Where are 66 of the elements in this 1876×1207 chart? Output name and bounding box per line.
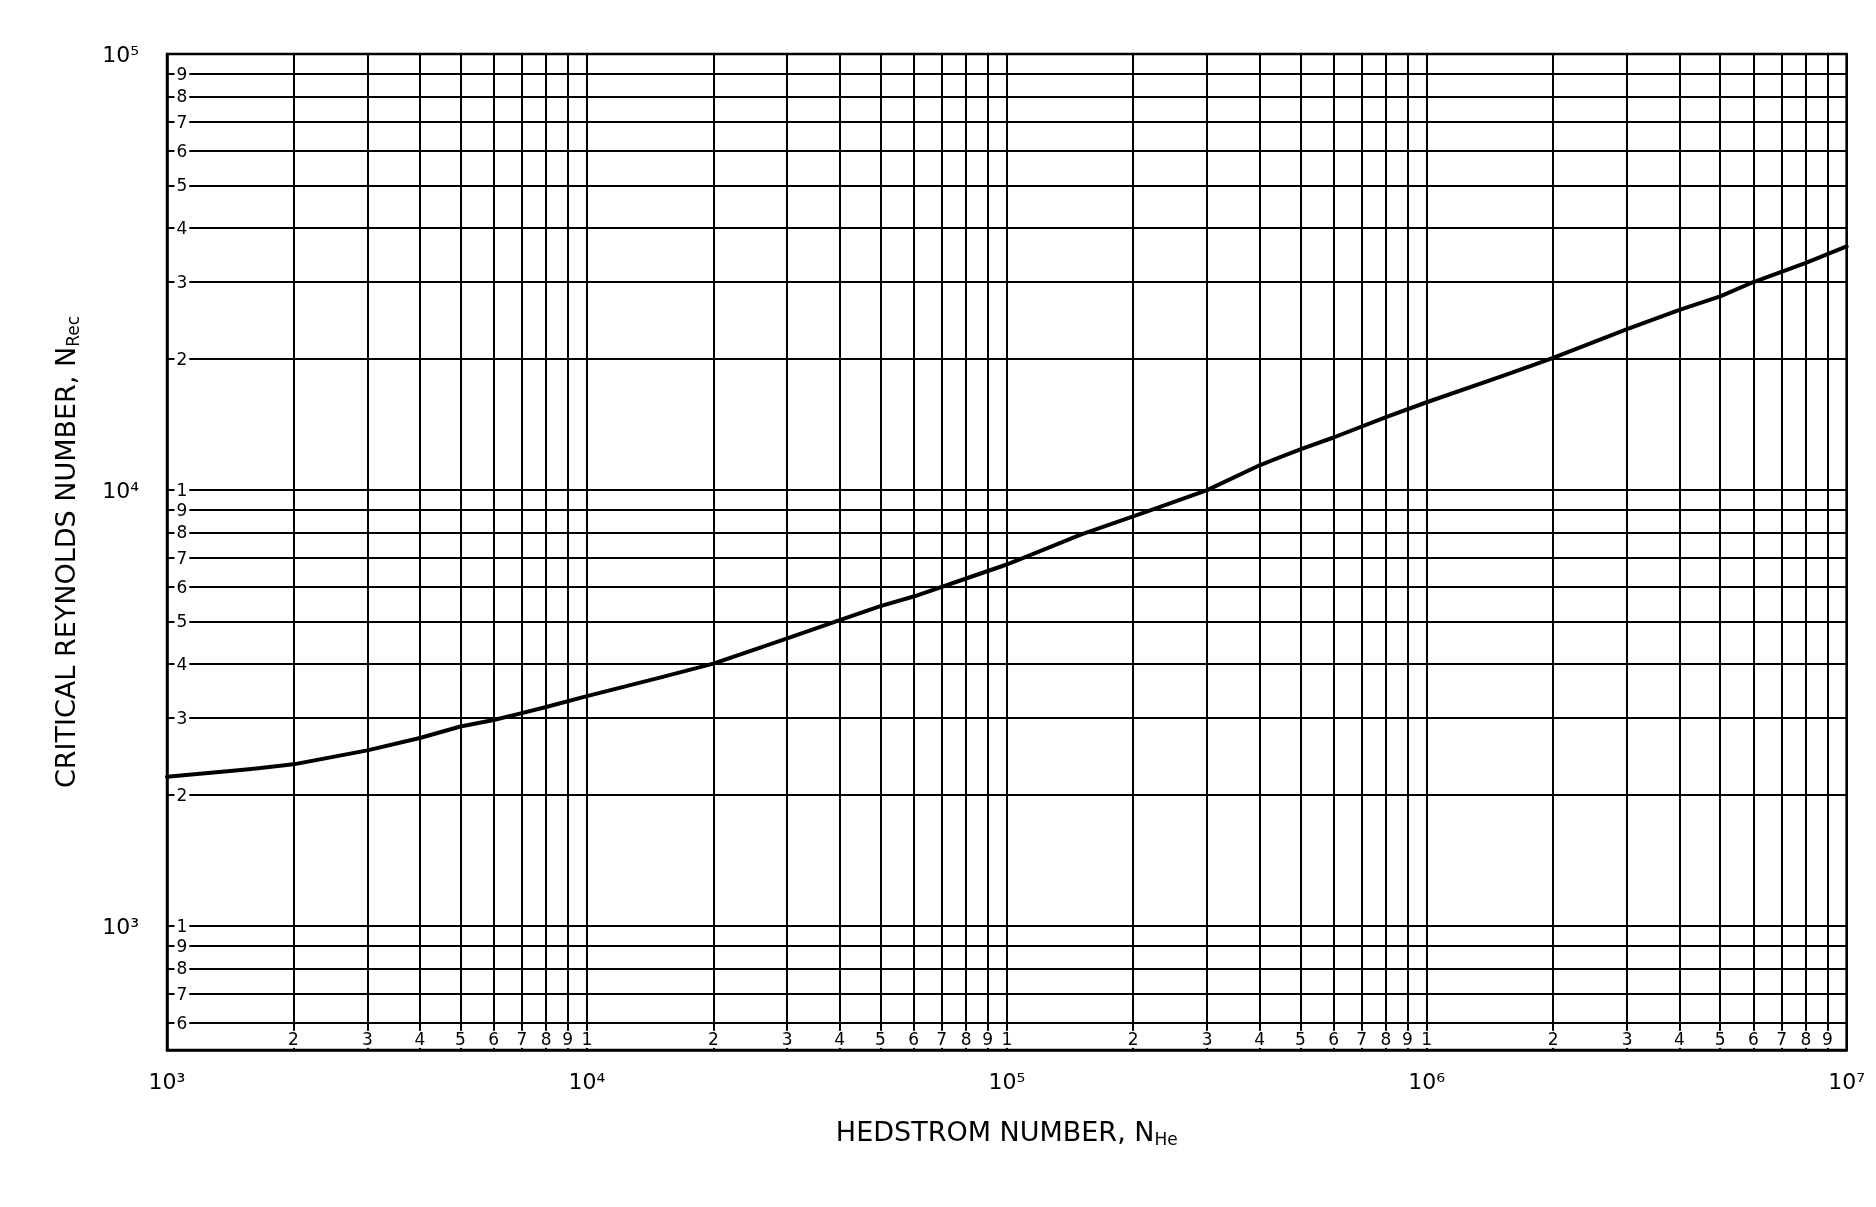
annotation: 8 bbox=[176, 522, 188, 543]
annotation: 8 bbox=[540, 1029, 552, 1050]
annotation: 3 bbox=[176, 272, 188, 293]
y-axis-title: CRITICAL REYNOLDS NUMBER, NRec bbox=[50, 315, 83, 789]
annotation: 9 bbox=[982, 1029, 993, 1050]
annotation: 2 bbox=[176, 348, 188, 369]
annotation: 6 bbox=[176, 576, 188, 597]
x-tick-label: 10⁷ bbox=[1828, 1068, 1866, 1094]
annotation: 1 bbox=[1001, 1029, 1013, 1050]
annotation: 1 bbox=[176, 480, 188, 501]
annotation: 3 bbox=[176, 708, 188, 729]
annotation: 4 bbox=[834, 1029, 846, 1050]
annotation: 4 bbox=[176, 217, 188, 238]
annotation: 6 bbox=[1748, 1029, 1759, 1050]
annotation: 6 bbox=[176, 1012, 188, 1033]
y-tick-label: 10⁵ bbox=[102, 41, 139, 67]
annotation: 8 bbox=[1380, 1029, 1392, 1050]
annotation: 3 bbox=[781, 1029, 793, 1050]
x-tick-label: 10⁶ bbox=[1408, 1068, 1446, 1094]
annotation: 9 bbox=[176, 500, 188, 521]
annotation: 6 bbox=[1328, 1029, 1339, 1050]
x-tick-label: 10³ bbox=[148, 1068, 186, 1094]
annotation: 5 bbox=[176, 611, 188, 632]
annotation: 2 bbox=[176, 784, 188, 805]
annotation: 5 bbox=[1294, 1029, 1306, 1050]
annotation: 2 bbox=[1127, 1029, 1139, 1050]
annotation: 5 bbox=[1714, 1029, 1726, 1050]
y-tick-label: 10³ bbox=[102, 913, 139, 939]
annotation: 7 bbox=[176, 983, 188, 1004]
annotation: 7 bbox=[516, 1029, 528, 1050]
annotation: 3 bbox=[1621, 1029, 1633, 1050]
annotation: 8 bbox=[1800, 1029, 1812, 1050]
annotation: 9 bbox=[176, 63, 188, 84]
annotation: 4 bbox=[1674, 1029, 1685, 1050]
annotation: 8 bbox=[176, 958, 188, 979]
annotation: 2 bbox=[1547, 1029, 1559, 1050]
annotation: 9 bbox=[1402, 1029, 1413, 1050]
annotation: 7 bbox=[1776, 1029, 1787, 1050]
y-tick-label: 10⁴ bbox=[102, 477, 140, 503]
annotation: 9 bbox=[1821, 1029, 1833, 1050]
annotation: 9 bbox=[176, 936, 188, 957]
annotation: 1 bbox=[176, 916, 188, 937]
annotation: 2 bbox=[287, 1029, 299, 1050]
annotation: 4 bbox=[414, 1029, 426, 1050]
annotation: 5 bbox=[455, 1029, 466, 1050]
x-tick-label: 10⁴ bbox=[568, 1068, 606, 1094]
annotation: 8 bbox=[960, 1029, 972, 1050]
annotation: 4 bbox=[1254, 1029, 1266, 1050]
annotation: 7 bbox=[1356, 1029, 1368, 1050]
annotation: 6 bbox=[176, 140, 188, 161]
annotation: 7 bbox=[936, 1029, 948, 1050]
annotation: 7 bbox=[176, 111, 188, 132]
annotation: 1 bbox=[1421, 1029, 1433, 1050]
annotation: 2 bbox=[707, 1029, 719, 1050]
annotation: 9 bbox=[562, 1029, 574, 1050]
annotation: 4 bbox=[176, 653, 188, 674]
annotation: 6 bbox=[908, 1029, 920, 1050]
annotation: 1 bbox=[581, 1029, 593, 1050]
annotation: 7 bbox=[176, 547, 188, 568]
annotation: 6 bbox=[488, 1029, 500, 1050]
annotation: 5 bbox=[176, 175, 188, 196]
annotation: 8 bbox=[176, 86, 188, 107]
x-tick-label: 10⁵ bbox=[988, 1068, 1026, 1094]
annotation: 3 bbox=[1201, 1029, 1213, 1050]
annotation: 3 bbox=[361, 1029, 373, 1050]
annotation: 5 bbox=[874, 1029, 886, 1050]
